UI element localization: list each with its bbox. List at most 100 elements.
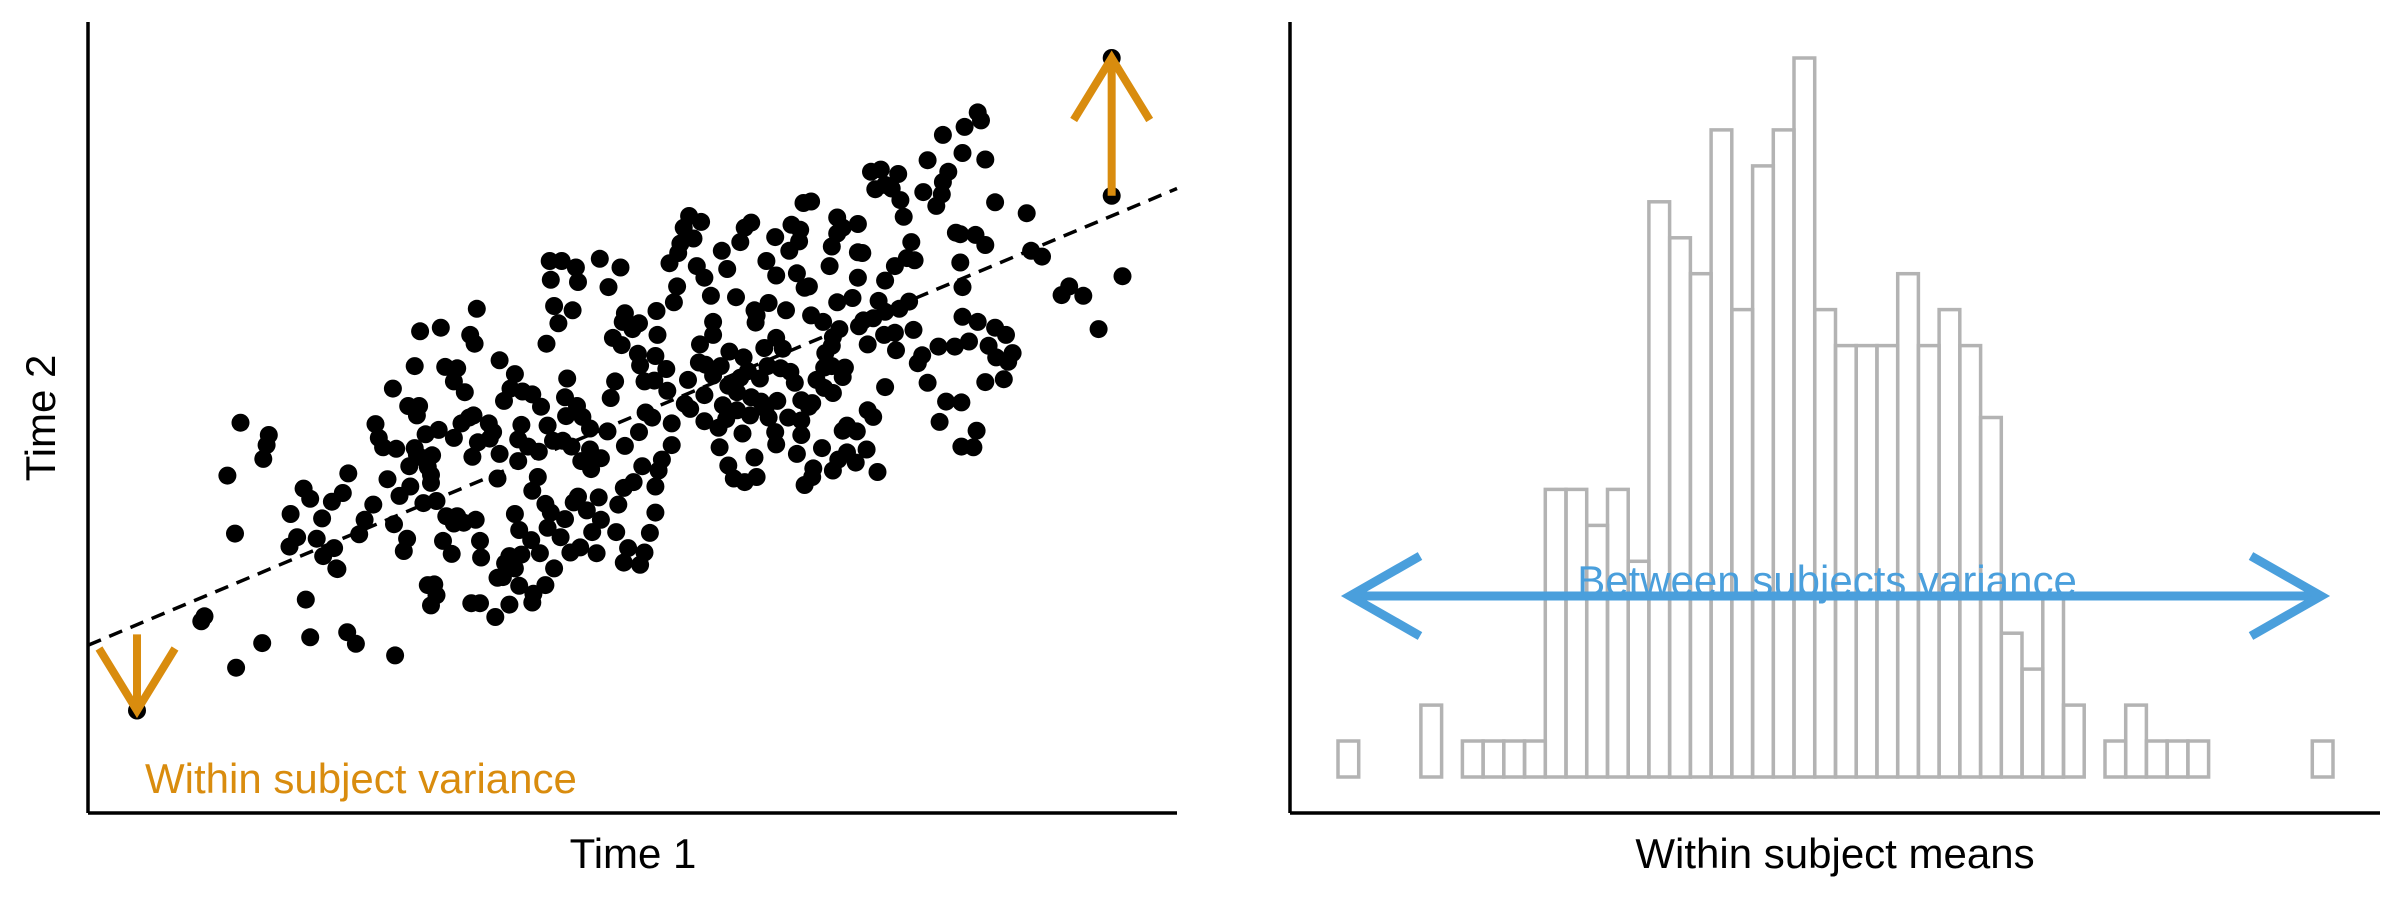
scatter-point [787, 264, 806, 283]
scatter-point [192, 612, 211, 631]
scatter-point [905, 251, 924, 270]
scatter-point [929, 337, 948, 356]
within-arrow-head [95, 646, 179, 719]
scatter-point [536, 494, 555, 513]
scatter-point [787, 444, 806, 463]
scatter-point [571, 538, 590, 557]
scatter-point [437, 507, 456, 526]
scatter-point [813, 439, 831, 458]
scatter-point [587, 544, 606, 563]
scatter-point [442, 544, 461, 563]
scatter-point [828, 293, 847, 312]
scatter-point [843, 289, 862, 307]
scatter-point [657, 360, 676, 378]
scatter-point [747, 468, 766, 486]
scatter-point [933, 125, 952, 144]
scatter-point [848, 268, 867, 287]
scatter-point [1074, 286, 1093, 305]
scatter-point [675, 394, 694, 413]
scatter-point [378, 470, 397, 489]
between-arrow-head [1340, 552, 1423, 640]
scatter-point [782, 215, 801, 234]
scatter-point [355, 510, 374, 529]
scatter-point [662, 436, 681, 455]
scatter-point [333, 484, 352, 502]
histogram-bar [1481, 739, 1506, 779]
scatter-point [611, 258, 630, 277]
scatter-point [524, 584, 543, 603]
scatter-point [972, 111, 990, 130]
scatter-point [505, 505, 524, 523]
between-variance-label: Between subjects variance [1577, 557, 2077, 604]
scatter-point [562, 437, 581, 456]
histogram-bar [1937, 307, 1962, 779]
histogram-bar [1336, 739, 1361, 779]
scatter-point [822, 357, 841, 376]
scatter-point [471, 531, 489, 550]
scatter-point [479, 414, 498, 433]
scatter-point [1113, 267, 1132, 286]
scatter-point [301, 628, 320, 647]
scatter-point [718, 260, 737, 278]
scatter-point [530, 544, 549, 563]
scatter-point [486, 608, 505, 626]
scatter-point [624, 473, 643, 492]
histogram-bar [2020, 667, 2045, 779]
scatter-point [713, 396, 732, 415]
scatter-point [871, 160, 890, 179]
scatter-point [346, 634, 365, 653]
scatter-point [804, 459, 823, 478]
scatter-point [505, 365, 524, 384]
histogram-bar [1647, 200, 1672, 779]
scatter-point [951, 253, 970, 272]
scatter-point [609, 495, 628, 514]
scatter-point [647, 302, 666, 320]
histogram-bar [1522, 739, 1548, 779]
scatter-point [1089, 320, 1108, 339]
scatter-point [964, 438, 983, 457]
scatter-point [429, 420, 448, 439]
scatter-point [564, 493, 583, 512]
scatter-point [848, 215, 867, 233]
scatter-point [733, 424, 752, 443]
scatter-x-axis-title: Time 1 [570, 830, 697, 877]
scatter-point [551, 528, 570, 547]
scatter-point [463, 447, 482, 466]
scatter-point [231, 413, 250, 432]
scatter-point [500, 547, 519, 566]
scatter-point [727, 288, 745, 307]
scatter-point [937, 392, 956, 411]
scatter-point [490, 351, 509, 370]
scatter-point [545, 559, 564, 578]
scatter-point [900, 292, 919, 311]
scatter-point [833, 421, 852, 440]
scatter-point [218, 466, 237, 485]
scatter-point [767, 435, 786, 454]
scatter-point [307, 529, 326, 548]
scatter-point [537, 334, 556, 353]
scatter-point [566, 258, 585, 277]
histogram-bar [2041, 595, 2066, 779]
histogram-bar [1792, 56, 1817, 779]
scatter-point [710, 438, 729, 457]
scatter-point [467, 299, 486, 318]
scatter-point [792, 426, 811, 444]
scatter-point [759, 294, 778, 312]
scatter-point [885, 323, 904, 342]
fit-line [87, 186, 1178, 647]
scatter-point [731, 368, 750, 387]
scatter-point [802, 192, 821, 211]
scatter-point [488, 469, 507, 488]
scatter-point [523, 481, 542, 500]
scatter-point [465, 334, 484, 353]
scatter-point [434, 531, 452, 550]
scatter-point [581, 419, 599, 438]
scatter-point [868, 463, 887, 481]
scatter-point [930, 412, 949, 431]
scatter-point [918, 373, 937, 392]
histogram-bar [2310, 739, 2335, 779]
scatter-point [712, 241, 731, 260]
scatter-point [799, 277, 818, 296]
scatter-point [366, 415, 385, 434]
scatter-point [767, 266, 786, 285]
